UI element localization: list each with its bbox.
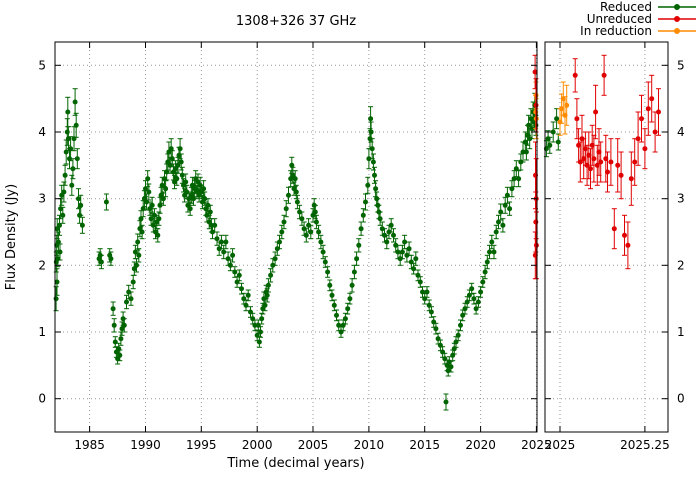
x-tick-label: 2005 — [298, 438, 329, 452]
series-unreduced-main — [532, 54, 539, 280]
x-tick-label: 2025.25 — [620, 438, 670, 452]
legend: Reduced Unreduced In reduction — [580, 1, 697, 37]
y-tick-label: 4 — [38, 125, 46, 139]
legend-item-unreduced: Unreduced — [580, 13, 697, 25]
legend-label-reduced: Reduced — [599, 0, 652, 14]
x-tick-label: 2025 — [545, 438, 576, 452]
x-tick-label: 2015 — [409, 438, 440, 452]
legend-marker-unreduced-icon — [658, 16, 696, 22]
y-tick-label: 5 — [38, 58, 46, 72]
series-reduced-recent — [543, 108, 561, 158]
x-tick-label: 1985 — [74, 438, 105, 452]
panel-border-main — [54, 41, 538, 433]
plot-area: 1985 1990 1995 2000 2005 2010 2015 2020 20250123… — [38, 41, 685, 452]
x-tick-label: 2010 — [354, 438, 385, 452]
y-tick-label: 0 — [677, 392, 685, 406]
y-tick-label: 2 — [677, 258, 685, 272]
chart-title: 1308+326 37 GHz — [236, 14, 356, 29]
y-axis-label: Flux Density (Jy) — [4, 184, 19, 290]
y-tick-label: 3 — [677, 192, 685, 206]
x-tick-label: 1990 — [130, 438, 161, 452]
x-tick-label: 2020 — [465, 438, 496, 452]
x-tick-label: 2025 — [521, 438, 552, 452]
axes-main: 1985 1990 1995 2000 2005 2010 2015 2020 2025 0 1 2 3… — [38, 42, 552, 452]
x-tick-label: 2000 — [242, 438, 273, 452]
panel-main: 1985 1990 1995 2000 2005 2010 2015 2020 2025 0 1 2 3… — [38, 41, 552, 452]
y-tick-label: 2 — [38, 258, 46, 272]
x-axis-label: Time (decimal years) — [226, 456, 364, 471]
y-tick-label: 1 — [677, 325, 685, 339]
y-tick-label: 1 — [38, 325, 46, 339]
x-tick-label: 1995 — [186, 438, 217, 452]
panel-border-recent — [544, 41, 669, 433]
y-tick-label: 5 — [677, 58, 685, 72]
panel-recent: 2025 2025.25 0 1 2 3 4 5 — [543, 41, 685, 452]
legend-item-reduced: Reduced — [580, 1, 697, 13]
legend-item-in-reduction: In reduction — [580, 25, 697, 37]
series-unreduced-recent — [572, 54, 661, 270]
axes-recent: 2025 2025.25 0 1 2 3 4 5 — [545, 42, 685, 452]
y-tick-label: 0 — [38, 392, 46, 406]
legend-marker-in-reduction-icon — [658, 28, 696, 34]
series-in-reduction-recent — [557, 81, 570, 136]
y-tick-label: 4 — [677, 125, 685, 139]
series-reduced-main — [53, 88, 539, 411]
legend-label-unreduced: Unreduced — [586, 12, 652, 26]
y-tick-label: 3 — [38, 192, 46, 206]
grid-main — [55, 42, 537, 432]
legend-marker-reduced-icon — [658, 4, 696, 10]
legend-label-in-reduction: In reduction — [580, 24, 652, 38]
